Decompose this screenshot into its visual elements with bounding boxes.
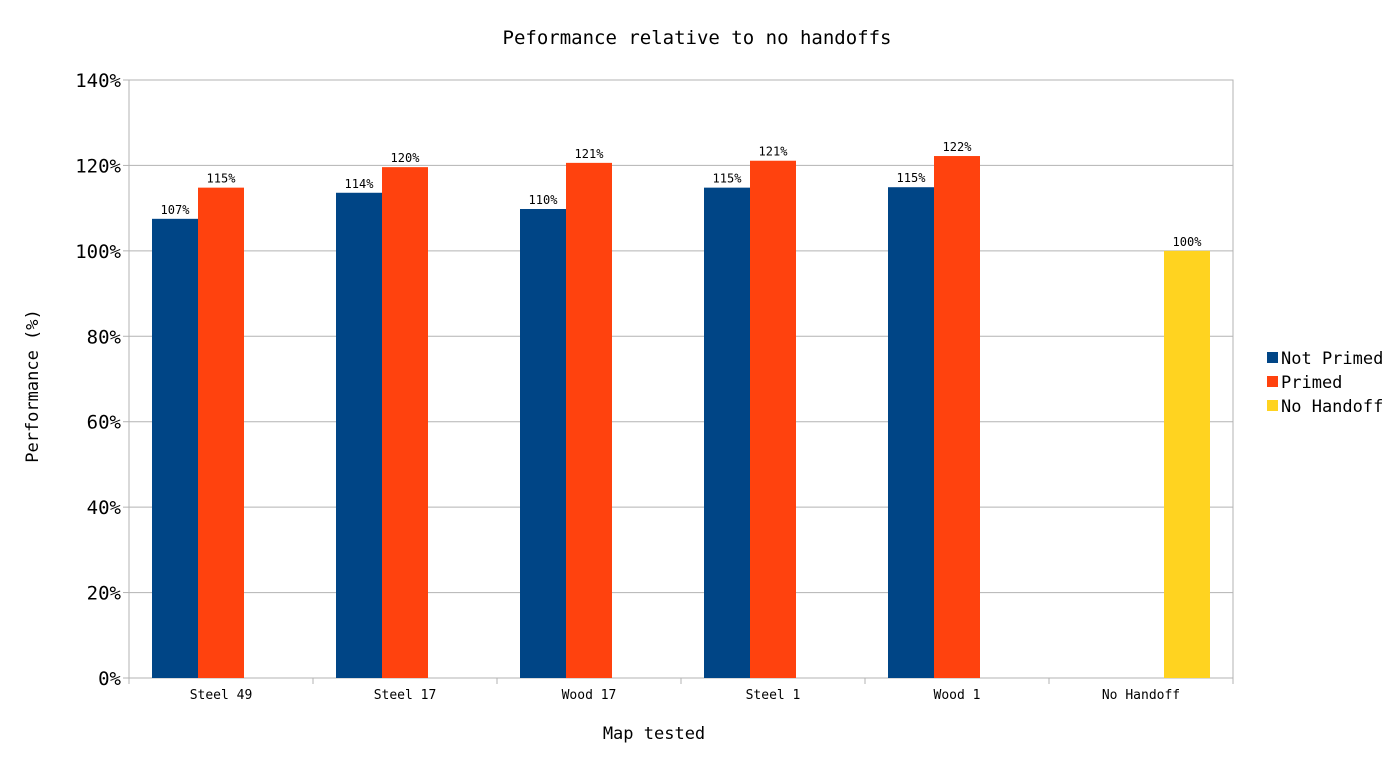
bar	[198, 187, 244, 678]
bar	[1164, 250, 1210, 678]
data-label: 121%	[575, 147, 605, 161]
legend: Not Primed Primed No Handoff	[1267, 349, 1383, 417]
data-label: 115%	[897, 171, 927, 185]
data-label: 115%	[713, 172, 743, 186]
gridlines	[129, 79, 1233, 679]
legend-swatch	[1267, 400, 1278, 411]
y-axis-title: Performance (%)	[23, 309, 43, 463]
legend-label: Primed	[1281, 373, 1342, 393]
y-tick-label: 120%	[75, 155, 121, 177]
bar	[152, 218, 198, 679]
x-axis-title: Map tested	[603, 724, 705, 744]
bar	[934, 156, 980, 678]
bar	[888, 187, 934, 678]
chart-title: Peformance relative to no handoffs	[503, 27, 892, 49]
x-tick-label: Wood 17	[562, 688, 617, 703]
x-tick-label: Steel 1	[746, 688, 801, 703]
data-label: 122%	[943, 140, 973, 154]
bar	[750, 160, 796, 679]
legend-swatch	[1267, 376, 1278, 387]
legend-swatch	[1267, 352, 1278, 363]
bar	[566, 162, 612, 678]
plot-area-frame	[128, 79, 1234, 679]
data-label: 120%	[391, 151, 421, 165]
data-label: 121%	[759, 145, 789, 159]
y-tick-label: 80%	[87, 326, 122, 348]
data-label: 114%	[345, 177, 375, 191]
x-tick-label: Steel 49	[190, 688, 253, 703]
y-tick-label: 0%	[98, 668, 121, 690]
data-label: 110%	[529, 193, 559, 207]
bars	[152, 156, 1210, 679]
x-tick-label: Steel 17	[374, 688, 437, 703]
data-labels: 107% 114% 110% 115% 115% 115% 120% 121% 121% 122%…	[161, 140, 1203, 249]
data-label: 115%	[207, 172, 237, 186]
x-tick-label: Wood 1	[934, 688, 981, 703]
bar	[336, 192, 382, 678]
data-label: 107%	[161, 203, 191, 217]
y-tick-label: 140%	[75, 70, 121, 92]
y-axis-ticks: 0% 20% 40% 60% 80% 100% 120% 140%	[75, 70, 129, 690]
y-tick-label: 100%	[75, 241, 121, 263]
bar	[520, 208, 566, 679]
bar	[382, 167, 428, 678]
legend-label: No Handoff	[1281, 397, 1383, 417]
bar	[704, 187, 750, 678]
x-axis-ticks: Steel 49 Steel 17 Wood 17 Steel 1 Wood 1 No H…	[128, 678, 1234, 703]
y-tick-label: 20%	[87, 583, 122, 605]
y-tick-label: 60%	[87, 412, 122, 434]
legend-label: Not Primed	[1281, 349, 1383, 369]
y-tick-label: 40%	[87, 497, 122, 519]
data-label: 100%	[1173, 235, 1203, 249]
x-tick-label: No Handoff	[1102, 688, 1180, 703]
